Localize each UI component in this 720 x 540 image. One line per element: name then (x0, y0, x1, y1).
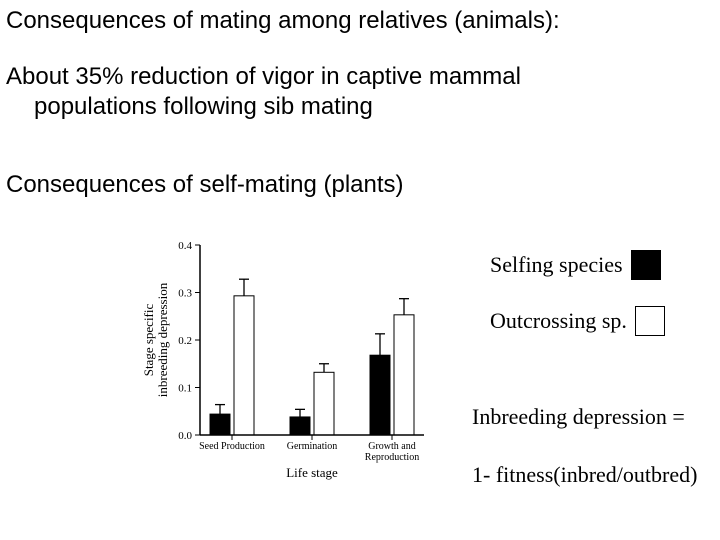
svg-text:Growth and: Growth and (368, 441, 416, 452)
svg-text:Stage specific: Stage specific (141, 303, 156, 376)
legend-label-selfing: Selfing species (490, 252, 623, 278)
body-line1: About 35% reduction of vigor in captive … (6, 63, 521, 90)
svg-text:inbreeding depression: inbreeding depression (155, 282, 170, 397)
legend-row-selfing: Selfing species (490, 250, 665, 280)
heading-animals: Consequences of mating among relatives (… (6, 6, 560, 36)
heading-plants: Consequences of self-mating (plants) (6, 170, 404, 200)
svg-text:Life stage: Life stage (286, 465, 338, 480)
svg-text:Germination: Germination (287, 441, 338, 452)
legend-row-outcrossing: Outcrossing sp. (490, 306, 665, 336)
chart-svg: 0.0 0.1 0.2 0.3 0.4 Seed Production Germinatio… (140, 235, 440, 483)
legend-label-outcrossing: Outcrossing sp. (490, 308, 627, 334)
svg-text:0.4: 0.4 (178, 240, 192, 252)
formula-line2: 1- fitness(inbred/outbred) (472, 462, 697, 488)
svg-text:0.0: 0.0 (178, 430, 192, 442)
body-line2: populations following sib mating (6, 92, 706, 122)
svg-text:0.2: 0.2 (178, 335, 192, 347)
swatch-outcrossing (635, 306, 665, 336)
svg-text:0.1: 0.1 (178, 383, 192, 395)
svg-text:0.3: 0.3 (178, 288, 192, 300)
formula-line1: Inbreeding depression = (472, 404, 685, 430)
svg-text:Reproduction: Reproduction (365, 452, 419, 463)
svg-text:Seed Production: Seed Production (199, 441, 265, 452)
swatch-selfing (631, 250, 661, 280)
slide: Consequences of mating among relatives (… (0, 0, 720, 540)
legend: Selfing species Outcrossing sp. (490, 250, 665, 362)
bar-chart: 0.0 0.1 0.2 0.3 0.4 Seed Production Germinatio… (140, 235, 440, 495)
body-animals: About 35% reduction of vigor in captive … (6, 62, 706, 122)
